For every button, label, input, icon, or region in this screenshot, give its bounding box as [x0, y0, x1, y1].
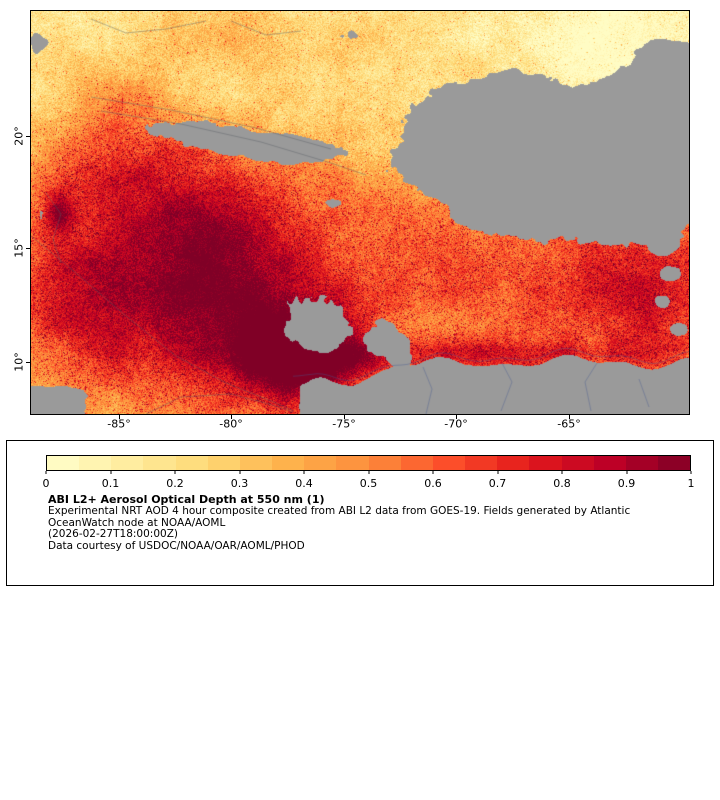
y-axis-tick [26, 248, 30, 249]
legend-timestamp: (2026-02-27T18:00:00Z) [48, 528, 178, 540]
colorbar [46, 455, 691, 471]
colorbar-segment [111, 456, 144, 470]
y-axis-tick-label: 20° [12, 126, 26, 146]
y-axis-tick [26, 136, 30, 137]
colorbar-tick-label: 0.9 [617, 477, 636, 490]
map-frame [30, 10, 690, 415]
colorbar-segment [175, 456, 208, 470]
aod-map-canvas [31, 11, 689, 414]
colorbar-segment [561, 456, 594, 470]
colorbar-segment [143, 456, 176, 470]
colorbar-segment [79, 456, 112, 470]
legend-text: ABI L2+ Aerosol Optical Depth at 550 nm … [48, 494, 708, 552]
colorbar-tick-label: 1 [687, 477, 695, 490]
y-axis-tick [26, 362, 30, 363]
colorbar-segment [368, 456, 401, 470]
colorbar-tick-label: 0.2 [166, 477, 184, 490]
colorbar-tick [239, 471, 240, 474]
x-axis-tick [231, 415, 232, 419]
colorbar-tick [690, 471, 692, 474]
colorbar-segment [593, 456, 626, 470]
colorbar-tick [561, 471, 563, 474]
legend-description-line-1: Experimental NRT AOD 4 hour composite cr… [48, 505, 631, 517]
colorbar-segment [239, 456, 273, 470]
x-axis-tick-label: -70° [444, 417, 468, 431]
colorbar-tick [432, 471, 434, 474]
x-axis-tick [456, 415, 457, 419]
colorbar-tick-label: 0.4 [295, 477, 313, 490]
colorbar-segment [465, 456, 498, 470]
x-axis-tick-label: -75° [332, 417, 356, 431]
colorbar-segment [400, 456, 433, 470]
x-axis-tick [119, 415, 120, 419]
colorbar-segment [207, 456, 240, 470]
legend-description-line-2: OceanWatch node at NOAA/AOML [48, 516, 226, 529]
colorbar-tick-label: 0.1 [101, 477, 120, 490]
colorbar-tick [497, 471, 498, 474]
y-axis-tick-label: 15° [12, 238, 26, 258]
colorbar-segment [657, 456, 691, 470]
legend-credit: Data courtesy of USDOC/NOAA/OAR/AOML/PHO… [48, 539, 305, 552]
colorbar-tick [174, 471, 176, 474]
colorbar-tick [368, 471, 369, 474]
colorbar-tick-label: 0.6 [424, 477, 442, 490]
colorbar-tick [303, 471, 305, 474]
y-axis-tick-label: 10° [12, 352, 26, 372]
colorbar-tick [626, 471, 627, 474]
colorbar-segment [497, 456, 530, 470]
colorbar-tick [110, 471, 111, 474]
colorbar-tick-label: 0.8 [553, 477, 571, 490]
colorbar-tick [45, 471, 47, 474]
colorbar-segment [625, 456, 658, 470]
colorbar-tick-labels: 0 0.1 0.2 0.3 0.4 0.5 0.6 0.7 0.8 0.9 1 [42, 477, 695, 491]
colorbar-segment [272, 456, 305, 470]
x-axis-tick-label: -80° [219, 417, 243, 431]
colorbar-segment [304, 456, 337, 470]
colorbar-tick-label: 0.7 [488, 477, 507, 490]
x-axis-tick-label: -85° [107, 417, 131, 431]
colorbar-segment [529, 456, 562, 470]
colorbar-tick-label: 0.3 [230, 477, 249, 490]
colorbar-segment [336, 456, 369, 470]
colorbar-tick-label: 0.5 [359, 477, 378, 490]
colorbar-segment [432, 456, 466, 470]
x-axis-tick-label: -65° [557, 417, 581, 431]
colorbar-segment [47, 456, 80, 470]
legend-box: 0 0.1 0.2 0.3 0.4 0.5 0.6 0.7 0.8 0.9 1 … [6, 440, 714, 586]
x-axis-tick [344, 415, 345, 419]
colorbar-tick-label: 0 [42, 477, 50, 490]
colorbar-ticks [45, 471, 692, 475]
legend-title: ABI L2+ Aerosol Optical Depth at 550 nm … [48, 493, 325, 506]
x-axis-tick [569, 415, 570, 419]
